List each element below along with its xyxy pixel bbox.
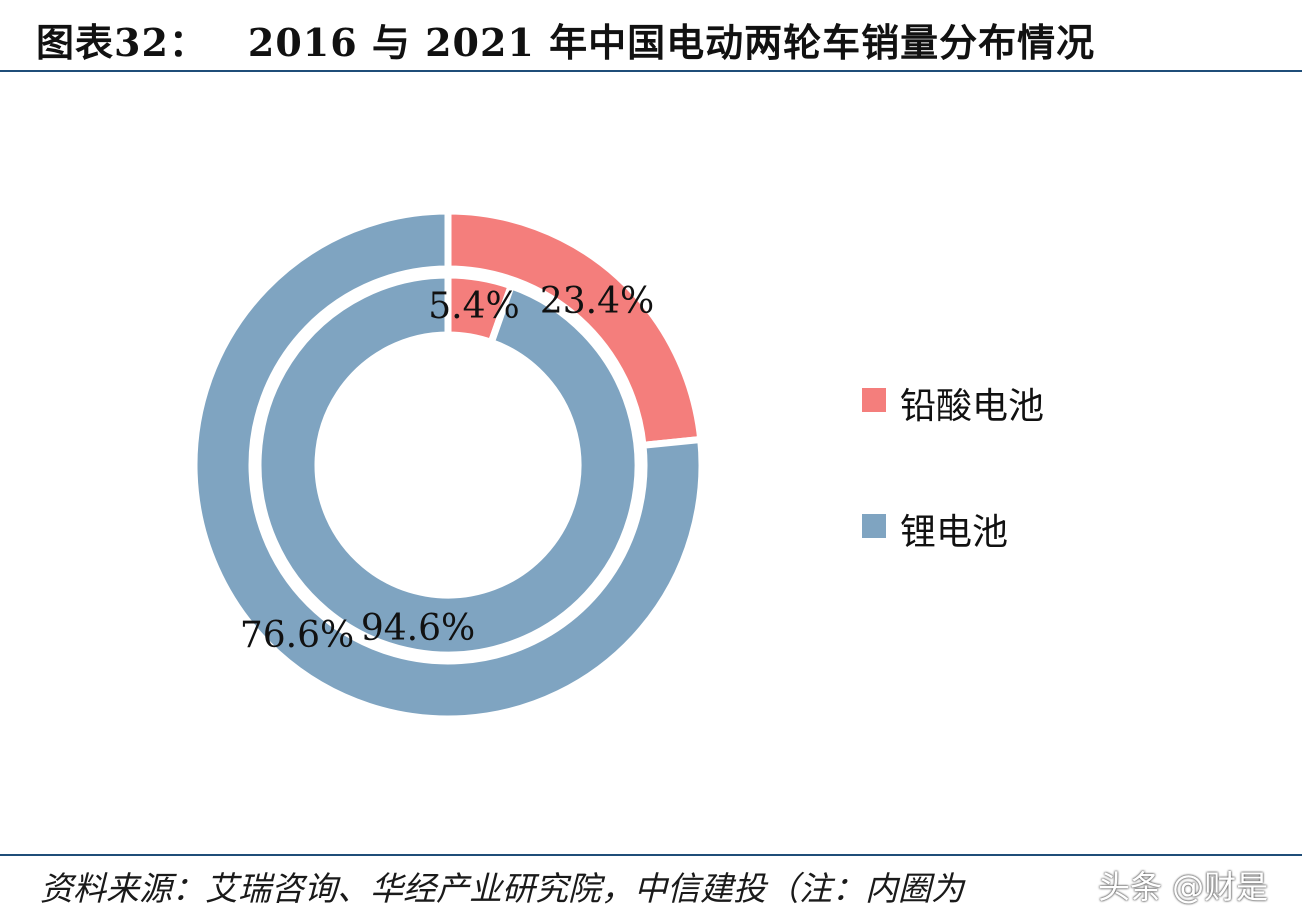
figure-label: 图表32：	[36, 20, 208, 65]
legend-swatch-lithium	[862, 514, 886, 538]
source-note: 资料来源：艾瑞咨询、华经产业研究院，中信建投（注：内圈为	[40, 869, 964, 908]
outer-ring-slice-lithium	[190, 207, 706, 723]
footer-divider	[0, 854, 1302, 856]
inner-ring-label-lithium: 94.6%	[361, 608, 475, 649]
watermark: 头条 @财是	[1098, 868, 1269, 906]
inner-ring-label-lead-acid: 5.4%	[428, 286, 519, 327]
title-divider	[0, 70, 1302, 72]
outer-ring-label-lithium: 76.6%	[240, 615, 354, 656]
outer-ring-label-lead-acid: 23.4%	[540, 281, 654, 322]
legend-label-lead-acid: 铅酸电池	[900, 386, 1044, 427]
inner-ring-slice-lithium	[254, 271, 642, 659]
chart-title: 图表32： 2016 与 2021 年中国电动两轮车销量分布情况	[36, 12, 1095, 67]
title-text: 2016 与 2021 年中国电动两轮车销量分布情况	[247, 20, 1096, 65]
legend-swatch-lead-acid	[862, 388, 886, 412]
legend-label-lithium: 锂电池	[900, 512, 1008, 553]
